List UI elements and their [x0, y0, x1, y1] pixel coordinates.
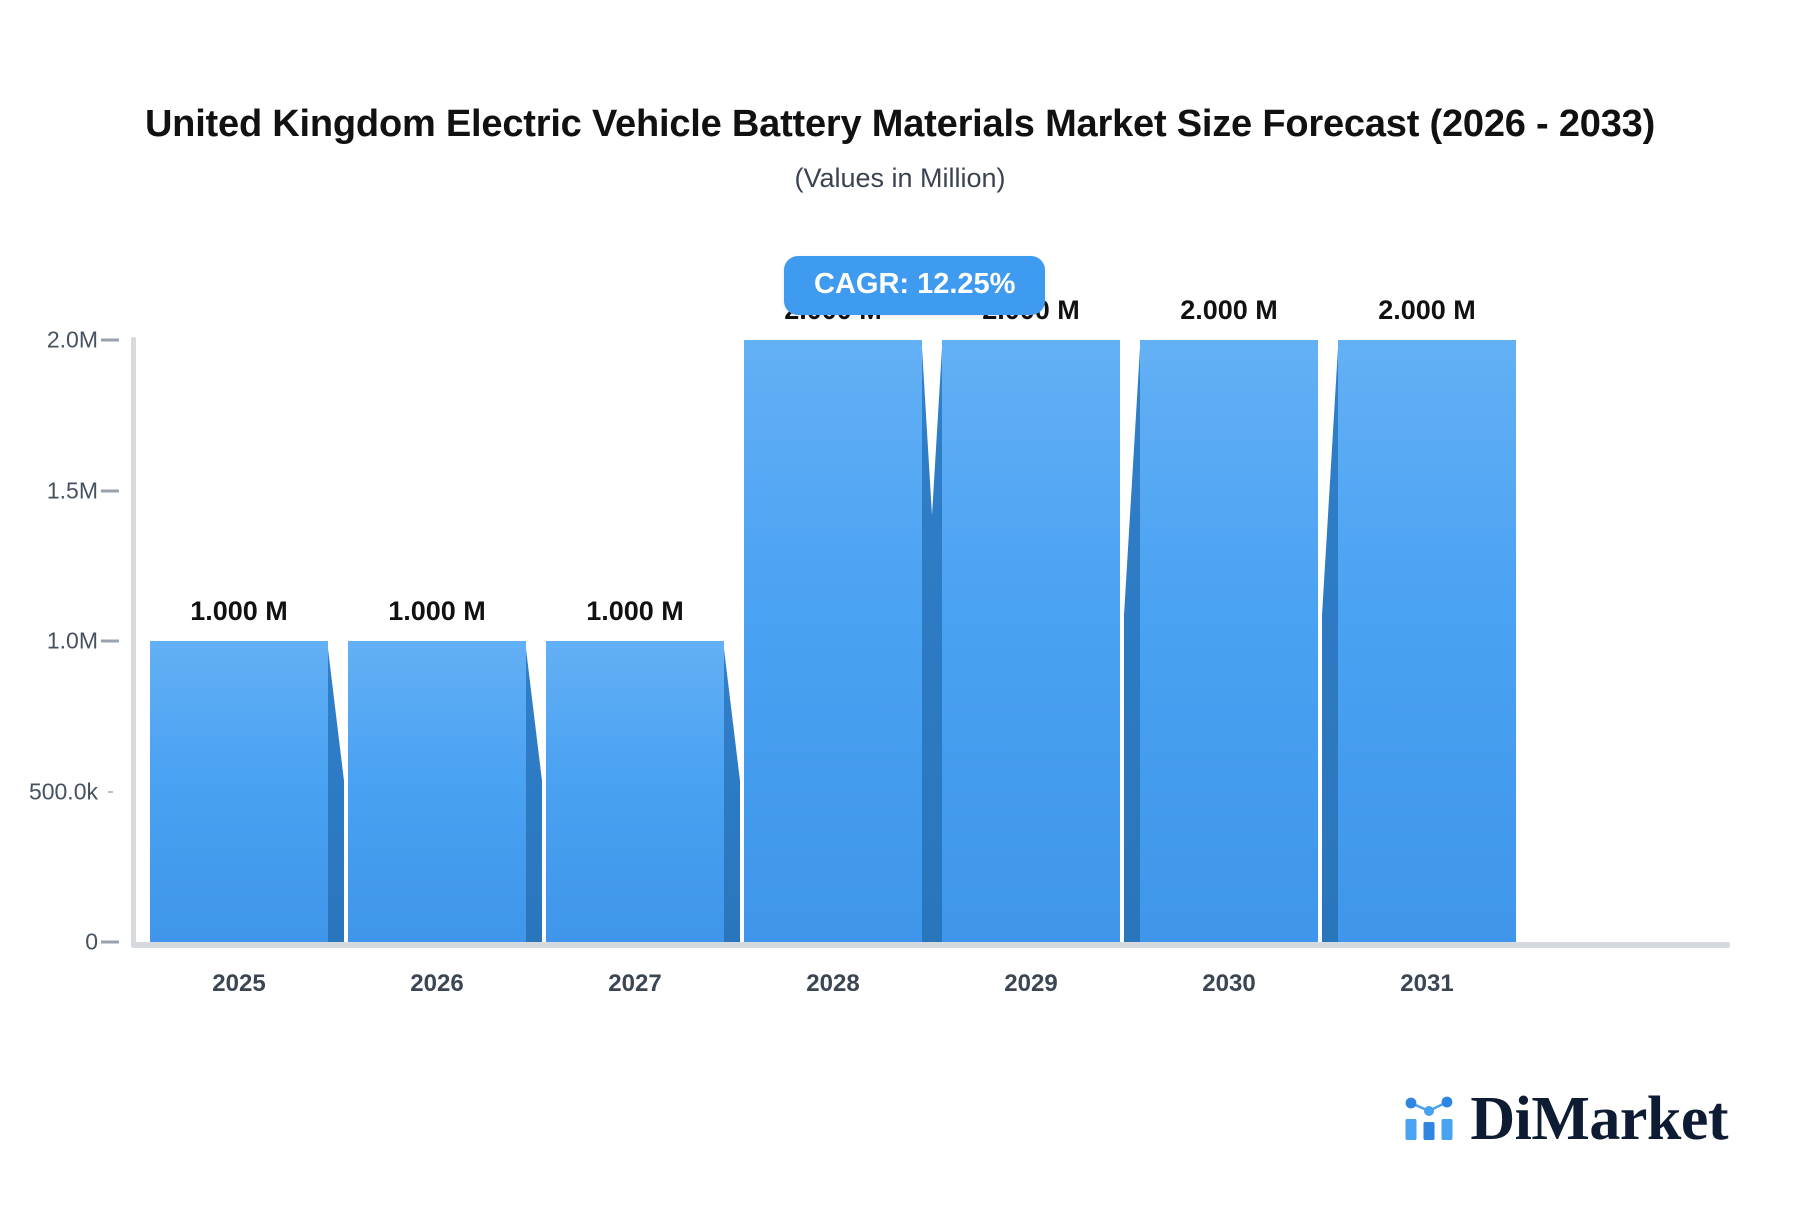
brand-logo: DiMarket [1402, 1088, 1728, 1150]
bar-3d-side [724, 649, 740, 942]
bar[interactable] [1140, 340, 1318, 942]
cagr-badge[interactable]: CAGR: 12.25% [784, 256, 1046, 315]
bar[interactable] [1338, 340, 1516, 942]
bar[interactable] [348, 641, 526, 942]
bar[interactable] [942, 340, 1120, 942]
y-axis-tick-mark [108, 790, 113, 793]
x-axis-tick-label: 2030 [1202, 970, 1256, 997]
chart-subtitle: (Values in Million) [794, 163, 1006, 194]
y-axis-tick-label: 0 [85, 928, 98, 955]
x-axis-tick-label: 2031 [1400, 970, 1454, 997]
chart-title: United Kingdom Electric Vehicle Battery … [144, 103, 1656, 145]
x-axis-line [131, 942, 1730, 948]
bar[interactable] [546, 641, 724, 942]
y-axis-line [131, 337, 136, 945]
x-axis-tick-label: 2027 [608, 970, 662, 997]
x-axis-tick-label: 2028 [806, 970, 860, 997]
brand-logo-text: DiMarket [1470, 1085, 1728, 1153]
y-axis-tick-mark [101, 940, 119, 944]
y-axis-tick-label: 1.0M [46, 627, 98, 654]
y-axis-tick-label: 500.0k [28, 778, 98, 804]
bar-3d-side [526, 649, 542, 942]
bar[interactable] [744, 340, 922, 942]
y-axis-tick-label: 1.5M [46, 477, 98, 503]
x-axis-tick-label: 2026 [410, 970, 464, 997]
y-axis-tick-mark [101, 338, 119, 342]
bar-value-label: 1.000 M [388, 596, 486, 626]
x-axis-tick-label: 2029 [1004, 970, 1058, 997]
title-block: United Kingdom Electric Vehicle Battery … [90, 100, 1710, 194]
bar-value-label: 1.000 M [190, 596, 288, 626]
bar-3d-side [926, 348, 942, 942]
y-axis-tick-mark [101, 489, 119, 492]
bar-chart-logo-icon [1402, 1092, 1456, 1147]
x-axis-tick-label: 2025 [212, 970, 266, 997]
bar-value-label: 2.000 M [1180, 295, 1278, 325]
y-axis-tick-label: 2.0M [46, 326, 98, 353]
bar-3d-side [328, 649, 344, 942]
bar-value-label: 1.000 M [586, 596, 684, 626]
bar[interactable] [150, 641, 328, 942]
y-axis-tick-mark [101, 639, 119, 643]
bar-value-label: 2.000 M [1378, 295, 1476, 325]
bar-3d-side [1124, 348, 1140, 942]
bar-3d-side [1322, 348, 1338, 942]
